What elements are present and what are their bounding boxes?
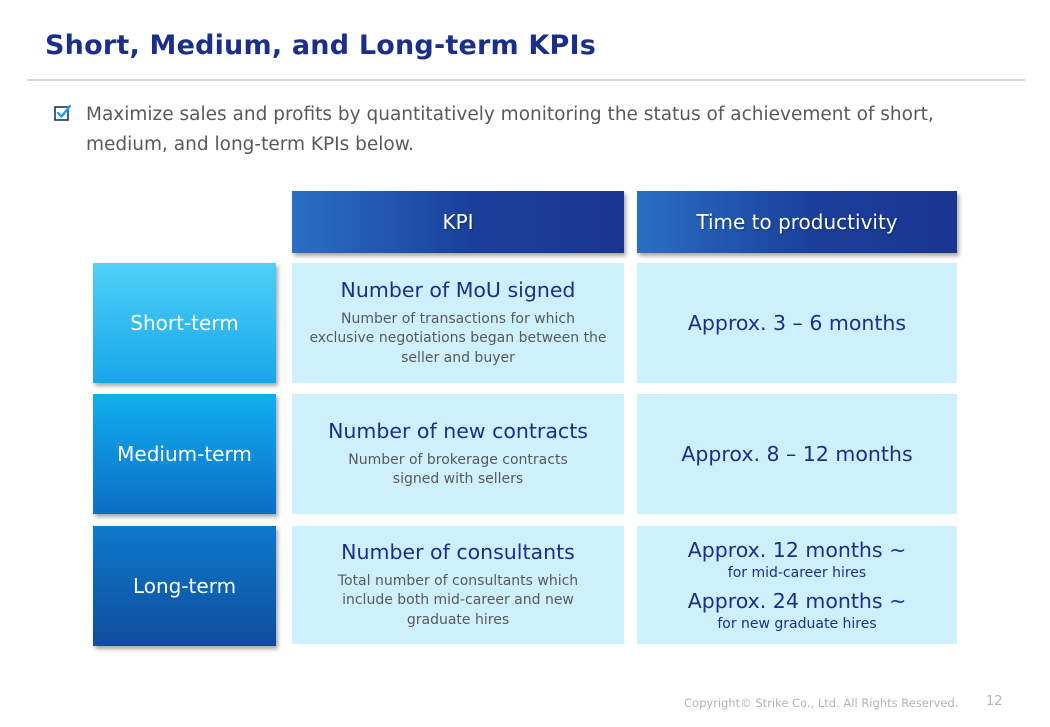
kpi-description-line: exclusive negotiations began between the	[309, 330, 607, 347]
intro-text: Maximize sales and profits by quantitati…	[86, 104, 934, 155]
kpi-title: Number of new contracts	[328, 418, 588, 443]
row-label-medium-term: Medium-term	[93, 394, 276, 514]
kpi-cell-medium-term: Number of new contracts Number of broker…	[292, 394, 624, 514]
kpi-description-line: seller and buyer	[401, 349, 515, 366]
kpi-description-line: graduate hires	[406, 611, 510, 628]
kpi-description: Number of brokerage contracts signed wit…	[348, 451, 567, 490]
time-to-productivity: Approx. 24 months ~	[687, 589, 907, 613]
row-label-long-term: Long-term	[93, 526, 276, 646]
column-header-kpi: KPI	[292, 191, 624, 253]
kpi-description-line: include both mid-career and new	[342, 592, 574, 609]
title-divider	[27, 79, 1025, 81]
column-header-time: Time to productivity	[637, 191, 957, 253]
copyright-notice: Copyright© Strike Co., Ltd. All Rights R…	[684, 696, 959, 710]
kpi-description: Number of transactions for which exclusi…	[309, 310, 606, 369]
time-note: for new graduate hires	[717, 616, 877, 632]
kpi-description-line: Number of transactions for which	[341, 310, 575, 327]
time-cell-short-term: Approx. 3 – 6 months	[637, 263, 957, 383]
row-label-short-term: Short-term	[93, 263, 276, 383]
time-cell-medium-term: Approx. 8 – 12 months	[637, 394, 957, 514]
kpi-cell-short-term: Number of MoU signed Number of transacti…	[292, 263, 624, 383]
time-to-productivity: Approx. 3 – 6 months	[687, 311, 907, 335]
checkbox-checked-icon	[54, 104, 72, 121]
kpi-title: Number of MoU signed	[340, 277, 576, 302]
time-cell-long-term: Approx. 12 months ~ for mid-career hires…	[637, 526, 957, 644]
kpi-description-line: signed with sellers	[392, 471, 524, 487]
kpi-title: Number of consultants	[341, 539, 575, 564]
kpi-description-line: Number of brokerage contracts	[348, 451, 568, 468]
page-title: Short, Medium, and Long-term KPIs	[45, 30, 597, 61]
kpi-description: Total number of consultants which includ…	[338, 572, 578, 631]
page-number: 12	[986, 694, 1003, 709]
kpi-cell-long-term: Number of consultants Total number of co…	[292, 526, 624, 644]
time-to-productivity: Approx. 12 months ~	[687, 538, 907, 562]
kpi-description-line: Total number of consultants which	[337, 572, 579, 589]
time-to-productivity: Approx. 8 – 12 months	[681, 442, 913, 466]
time-note: for mid-career hires	[727, 565, 867, 581]
